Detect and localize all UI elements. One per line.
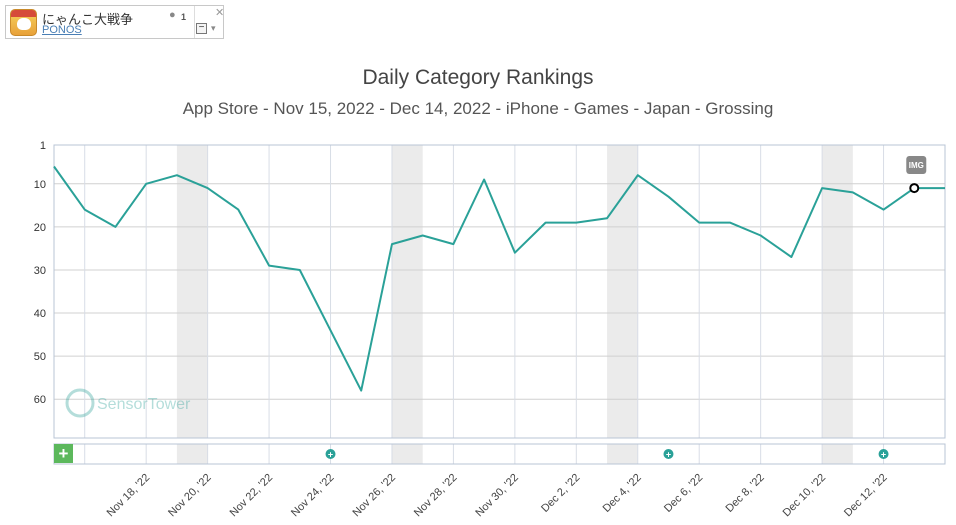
event-marker-icon[interactable] (325, 449, 336, 459)
x-tick-label: Nov 24, '22 (289, 472, 337, 520)
weekend-band (822, 145, 853, 438)
sensortower-watermark: SensorTower (65, 388, 191, 418)
y-tick-label: 30 (34, 265, 46, 277)
x-tick-label: Dec 8, '22 (724, 472, 767, 515)
event-marker-plus: + (881, 450, 886, 460)
chart-subtitle: App Store - Nov 15, 2022 - Dec 14, 2022 … (182, 99, 774, 118)
event-marker-plus: + (328, 450, 333, 460)
x-tick-label: Nov 18, '22 (105, 472, 153, 520)
weekend-band (607, 145, 638, 438)
collapse-button[interactable]: − (196, 23, 207, 34)
chevron-down-icon[interactable]: ▾ (211, 23, 216, 33)
card-divider (194, 6, 195, 38)
weekend-band (176, 145, 208, 438)
x-tick-label: Dec 6, '22 (662, 472, 705, 515)
x-tick-label: Nov 22, '22 (228, 472, 276, 520)
weekend-band-strip (822, 444, 853, 464)
x-tick-label: Dec 4, '22 (601, 472, 644, 515)
x-tick-label: Dec 2, '22 (539, 472, 582, 515)
chart-title: Daily Category Rankings (362, 66, 594, 89)
highlight-point (909, 183, 920, 194)
y-tick-label: 10 (34, 179, 46, 191)
event-marker-plus: + (666, 450, 671, 460)
weekend-band-strip (176, 444, 208, 464)
app-card[interactable]: にゃんこ大戦争 PONOS ● 1 ✕ − ▾ (5, 5, 224, 39)
y-tick-label: 50 (34, 351, 46, 363)
x-tick-label: Dec 10, '22 (781, 472, 829, 520)
add-event-icon: + (59, 444, 69, 463)
y-tick-label: 1 (40, 140, 46, 152)
y-tick-label: 40 (34, 308, 46, 320)
apple-icon: ● (169, 9, 176, 21)
event-marker-icon[interactable] (663, 449, 674, 459)
developer-link[interactable]: PONOS (42, 24, 82, 36)
x-tick-label: Dec 12, '22 (842, 472, 890, 520)
watermark-logo-icon (65, 388, 95, 418)
x-tick-label: Nov 20, '22 (166, 472, 214, 520)
plot-border (53, 144, 946, 439)
y-tick-label: 60 (34, 394, 46, 406)
store-count: 1 (181, 12, 187, 22)
app-name: にゃんこ大戦争 (42, 12, 134, 27)
weekend-band-strip (607, 444, 638, 464)
app-icon (10, 9, 37, 36)
image-marker-label: IMG (909, 161, 924, 170)
watermark-text: SensorTower (97, 396, 191, 413)
series-line (53, 165, 945, 392)
add-event-button[interactable] (54, 444, 73, 463)
weekend-band (391, 145, 423, 438)
event-marker-icon[interactable] (878, 449, 889, 459)
x-tick-label: Nov 30, '22 (473, 472, 521, 520)
close-icon[interactable]: ✕ (215, 7, 225, 19)
image-marker-icon (906, 156, 927, 174)
weekend-band-strip (391, 444, 423, 464)
y-tick-label: 20 (34, 222, 46, 234)
x-tick-label: Nov 28, '22 (412, 472, 460, 520)
x-tick-label: Nov 26, '22 (350, 472, 398, 520)
